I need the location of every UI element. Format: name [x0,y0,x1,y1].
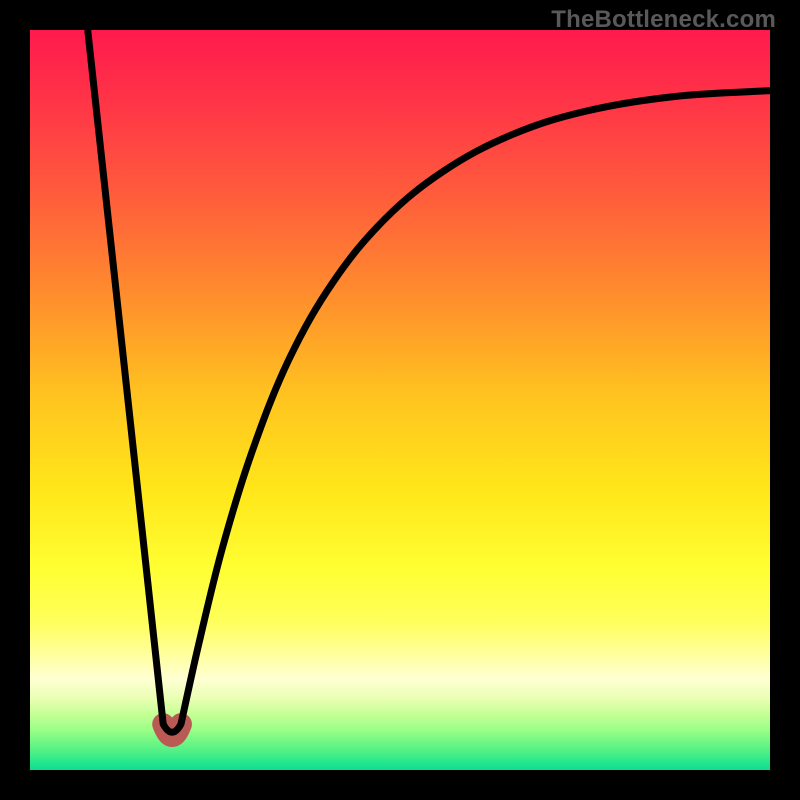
chart-root: TheBottleneck.com [0,0,800,800]
curve-line [88,30,770,732]
plot-area [30,30,770,770]
watermark-text: TheBottleneck.com [551,6,776,34]
bottleneck-curve [30,30,770,770]
